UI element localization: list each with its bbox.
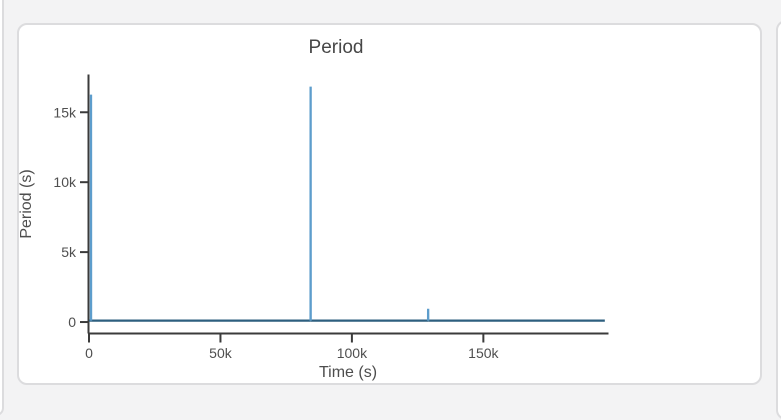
partial-card-left (0, 0, 4, 416)
chart-card (17, 23, 762, 385)
partial-card-right (776, 20, 781, 420)
